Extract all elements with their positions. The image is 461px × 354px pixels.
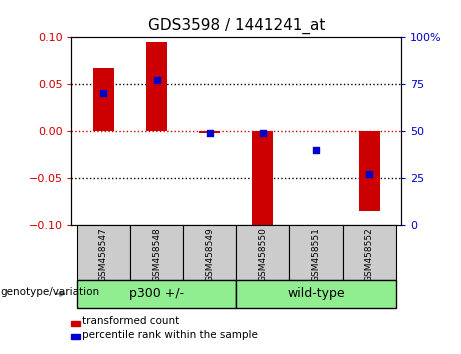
Bar [343, 225, 396, 280]
Bar [199, 131, 220, 133]
Text: GSM458551: GSM458551 [312, 228, 320, 282]
Point [259, 130, 266, 136]
Point [312, 147, 319, 153]
Point [153, 78, 160, 83]
Title: GDS3598 / 1441241_at: GDS3598 / 1441241_at [148, 18, 325, 34]
Text: GSM458548: GSM458548 [152, 228, 161, 282]
Text: GSM458547: GSM458547 [99, 228, 108, 282]
Bar [93, 68, 114, 131]
Bar [77, 280, 236, 308]
Text: transformed count: transformed count [82, 316, 179, 326]
Text: wild-type: wild-type [287, 287, 345, 300]
Text: GSM458552: GSM458552 [365, 228, 374, 282]
Bar [77, 225, 130, 280]
Bar [130, 225, 183, 280]
Bar [236, 225, 290, 280]
Point [206, 130, 213, 136]
Text: p300 +/-: p300 +/- [129, 287, 184, 300]
Bar [252, 131, 273, 228]
Point [100, 91, 107, 96]
Bar [359, 131, 380, 211]
Point [366, 171, 373, 177]
Text: percentile rank within the sample: percentile rank within the sample [82, 330, 258, 339]
Text: genotype/variation: genotype/variation [0, 287, 99, 297]
Text: GSM458549: GSM458549 [205, 228, 214, 282]
Text: GSM458550: GSM458550 [258, 228, 267, 282]
Bar [146, 42, 167, 131]
Bar [290, 225, 343, 280]
Bar [236, 280, 396, 308]
Bar [183, 225, 236, 280]
